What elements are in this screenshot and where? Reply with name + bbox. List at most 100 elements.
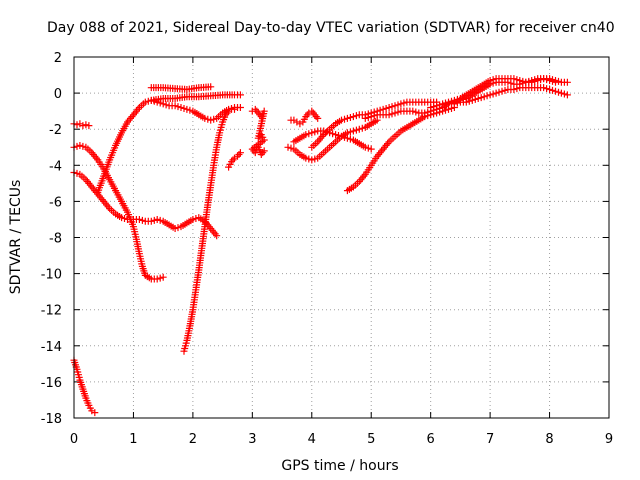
data-point	[338, 132, 345, 140]
data-point	[549, 86, 557, 94]
data-point	[284, 143, 292, 151]
data-point	[364, 113, 372, 121]
data-point	[498, 87, 506, 95]
data-point	[563, 91, 571, 99]
x-tick-label: 5	[367, 432, 375, 447]
series-arc-d	[70, 169, 221, 240]
data-point	[177, 104, 185, 112]
data-point	[235, 150, 243, 158]
data-point	[388, 110, 396, 118]
data-point	[391, 102, 399, 110]
series-arc-p	[361, 75, 571, 122]
data-point	[412, 108, 420, 116]
data-point	[79, 142, 87, 150]
data-point	[367, 145, 375, 153]
data-point	[445, 98, 452, 106]
data-point	[453, 99, 461, 107]
data-point	[349, 127, 357, 135]
series-arc-l	[284, 116, 381, 164]
y-tick-label: -4	[49, 159, 62, 174]
x-tick-label: 6	[427, 432, 435, 447]
data-point	[358, 124, 366, 132]
data-point	[174, 103, 182, 111]
data-point	[150, 216, 158, 224]
data-point	[162, 101, 170, 109]
x-tick-label: 4	[308, 432, 316, 447]
data-point	[260, 147, 268, 155]
data-point	[433, 102, 441, 110]
data-point	[477, 94, 485, 102]
x-tick-label: 8	[545, 432, 553, 447]
data-point	[510, 85, 518, 93]
y-tick-label: -14	[41, 340, 62, 355]
data-point	[513, 85, 521, 93]
x-axis-title: GPS time / hours	[281, 458, 398, 474]
data-point	[552, 78, 559, 86]
data-point	[144, 97, 152, 105]
y-tick-label: -10	[41, 268, 62, 283]
data-point	[519, 77, 527, 85]
data-point	[486, 76, 494, 84]
data-point	[474, 95, 482, 103]
data-point	[141, 98, 149, 106]
data-point	[147, 217, 155, 225]
data-point	[189, 215, 197, 223]
data-point	[138, 216, 146, 224]
y-tick-label: 2	[54, 51, 62, 66]
data-point	[382, 104, 390, 112]
y-tick-label: -16	[41, 376, 62, 391]
data-point	[343, 134, 351, 142]
data-point	[186, 106, 194, 114]
data-point	[308, 156, 316, 164]
data-point	[549, 77, 557, 85]
series-arc-k	[287, 107, 322, 128]
chart-title: Day 088 of 2021, Sidereal Day-to-day VTE…	[47, 20, 615, 36]
data-point	[236, 104, 244, 112]
data-point	[557, 89, 565, 97]
y-tick-label: -8	[49, 232, 62, 247]
x-tick-label: 3	[248, 432, 256, 447]
data-point	[516, 76, 524, 84]
data-point	[302, 131, 310, 139]
data-point	[210, 115, 218, 123]
data-point	[513, 76, 521, 84]
series-arc-f	[147, 83, 215, 93]
data-point	[483, 92, 491, 100]
data-point	[171, 102, 179, 110]
data-point	[552, 87, 559, 95]
data-point	[302, 154, 310, 162]
data-point	[174, 224, 182, 232]
data-point	[364, 144, 372, 152]
data-point	[118, 214, 126, 222]
data-point	[82, 121, 90, 129]
data-point	[385, 111, 393, 119]
data-point	[305, 130, 313, 138]
series-arc-r	[450, 84, 571, 108]
plot-frame	[73, 56, 610, 419]
data-point	[361, 143, 369, 151]
data-point	[409, 107, 417, 115]
y-tick-label: -12	[41, 304, 62, 319]
data-point	[352, 112, 360, 120]
data-point	[153, 275, 161, 283]
data-point	[563, 78, 571, 86]
data-point	[546, 85, 554, 93]
data-point	[510, 75, 518, 83]
data-point	[121, 215, 129, 223]
y-tick-label: -2	[49, 123, 62, 138]
data-point	[332, 131, 340, 139]
data-point	[471, 95, 479, 103]
data-point	[540, 75, 548, 83]
data-point	[207, 83, 215, 91]
data-point	[308, 129, 316, 137]
data-point	[540, 84, 548, 92]
data-point	[311, 155, 319, 163]
series-arc-j	[248, 105, 268, 158]
y-tick-label: 0	[54, 87, 62, 102]
series-arc-i	[225, 149, 244, 171]
data-point	[335, 132, 343, 140]
series-arc-e	[94, 96, 244, 196]
grid	[74, 57, 609, 418]
data-point	[204, 115, 212, 123]
data-point	[346, 113, 354, 121]
